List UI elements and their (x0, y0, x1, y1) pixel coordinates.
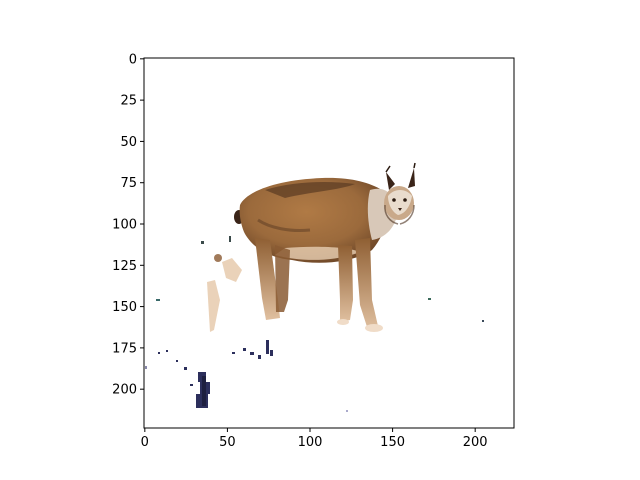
y-tick-label: 125 (112, 259, 137, 274)
snow-debris (145, 236, 484, 412)
lynx-faded-legs (207, 254, 242, 332)
x-tick-label: 100 (298, 435, 323, 450)
y-tick-label: 75 (120, 176, 137, 191)
y-tick-label: 150 (112, 300, 137, 315)
y-tick-label: 0 (129, 52, 137, 67)
y-tick-label: 100 (112, 218, 137, 233)
lynx (234, 162, 416, 332)
y-tick-label: 50 (120, 135, 137, 150)
x-tick-label: 50 (219, 435, 236, 450)
x-axis: 0 50 100 150 200 (141, 428, 488, 450)
x-tick-label: 150 (380, 435, 405, 450)
y-axis: 0 25 50 75 100 125 150 175 200 (112, 52, 144, 398)
y-tick-label: 25 (120, 94, 137, 109)
y-tick-label: 175 (112, 341, 137, 356)
plot-frame (143, 57, 515, 429)
y-tick-label: 200 (112, 383, 137, 398)
image-content (144, 58, 514, 428)
x-tick-label: 200 (463, 435, 488, 450)
x-tick-label: 0 (141, 435, 149, 450)
